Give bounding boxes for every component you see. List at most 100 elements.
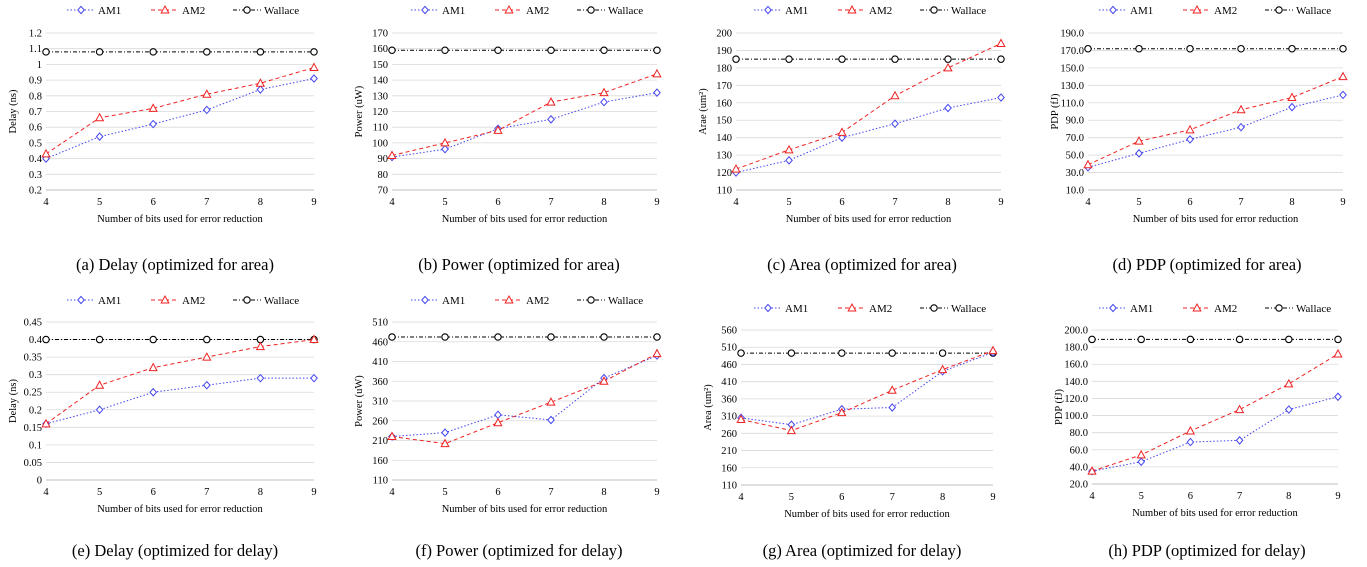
data-point	[944, 103, 952, 113]
data-point	[546, 97, 556, 106]
data-point	[1136, 449, 1146, 459]
data-point	[1186, 44, 1194, 53]
data-point	[1236, 104, 1246, 114]
y-axis-title: Delay (ns)	[8, 89, 19, 134]
data-point	[95, 335, 104, 344]
legend-item-am1: AM1	[1099, 5, 1153, 17]
data-point	[837, 407, 847, 417]
data-point	[732, 55, 740, 63]
legend-item-am1: AM1	[67, 5, 121, 17]
y-tick-label: 510	[721, 343, 737, 354]
legend-item-wallace: Wallace	[233, 295, 299, 307]
data-point	[440, 438, 450, 448]
y-tick-label: 210	[372, 436, 388, 447]
y-tick-label: 200	[716, 29, 732, 40]
data-point	[785, 155, 793, 165]
legend-marker	[504, 4, 514, 14]
legend-item-wallace: Wallace	[577, 5, 643, 17]
legend-label: Wallace	[264, 295, 299, 307]
y-tick-label: 410	[372, 357, 388, 368]
legend-label: AM1	[785, 5, 808, 17]
data-point	[786, 425, 797, 435]
legend-label: Wallace	[608, 5, 643, 17]
y-tick-label: 110	[722, 481, 737, 492]
series-am2	[736, 345, 998, 435]
data-point	[736, 414, 746, 424]
data-point	[1288, 102, 1296, 112]
legend-label: AM1	[442, 5, 465, 17]
data-point	[149, 387, 158, 397]
x-tick-label: 6	[495, 197, 500, 208]
data-point	[309, 62, 319, 72]
legend-item-am1: AM1	[67, 295, 121, 307]
series-am1	[42, 373, 318, 429]
legend: AM1 AM2 Wallace	[1099, 302, 1331, 315]
y-tick-label: 20.0	[1070, 480, 1088, 491]
series-am1	[388, 88, 661, 162]
y-tick-label: 120	[372, 107, 388, 118]
legend-marker	[160, 4, 170, 14]
y-tick-label: 190	[716, 46, 732, 57]
legend-label: AM2	[869, 303, 892, 315]
y-tick-label: 460	[372, 337, 388, 348]
y-tick-label: 70.0	[1066, 133, 1084, 144]
legend: AM1 AM2 Wallace	[67, 4, 299, 17]
data-point	[202, 352, 212, 361]
y-tick-label: 160	[372, 456, 388, 467]
data-point	[787, 349, 796, 357]
data-point	[202, 89, 212, 98]
x-tick-label: 6	[1188, 491, 1193, 502]
data-point	[310, 74, 318, 83]
data-point	[1185, 425, 1196, 435]
data-point	[1084, 44, 1092, 53]
data-point	[1087, 466, 1097, 475]
y-tick-label: 510	[372, 318, 388, 329]
y-tick-label: 260	[721, 429, 737, 440]
y-tick-label: 180.0	[1064, 343, 1088, 354]
data-point	[441, 46, 449, 55]
x-tick-label: 4	[389, 197, 395, 208]
x-tick-label: 5	[1136, 197, 1141, 208]
data-point	[653, 88, 661, 98]
series-line	[391, 73, 658, 156]
data-point	[546, 397, 556, 406]
data-point	[988, 345, 998, 355]
series-am2	[41, 334, 319, 428]
chart-panel-b: 70 80 90 100 110 120 130 140 150 160 170 4 5 6 7 8 9 Numb…	[354, 4, 662, 274]
data-point	[1339, 44, 1347, 53]
data-point	[148, 362, 158, 372]
y-tick-label: 0.05	[24, 458, 42, 469]
y-tick-label: 80.0	[1070, 428, 1088, 439]
y-tick-label: 0.15	[24, 423, 42, 434]
y-tick-label: 0.8	[29, 91, 42, 102]
chart-panel-h: 20.0 40.0 60.0 80.0 100.0 120.0 140.0 160.0 180.…	[1054, 302, 1343, 560]
x-tick-label: 8	[940, 492, 945, 503]
data-point	[652, 68, 662, 78]
y-tick-label: 0.3	[29, 370, 42, 381]
y-tick-label: 460	[721, 360, 737, 371]
data-point	[41, 418, 51, 428]
data-point	[837, 127, 847, 136]
series-wallace	[42, 48, 318, 56]
y-tick-label: 0.4	[29, 154, 43, 165]
data-point	[1185, 124, 1195, 134]
chart-panel-d: 10.0 30.0 50.0 70.0 90.0 110.0 130.0 150.0 170.0…	[1050, 4, 1348, 274]
x-axis-title: Number of bits used for error reduction	[1132, 508, 1298, 519]
data-point	[441, 144, 449, 154]
data-point	[1237, 122, 1245, 132]
x-axis-title: Number of bits used for error reduction	[1133, 214, 1299, 225]
legend: AM1 AM2 Wallace	[411, 294, 643, 307]
y-tick-label: 0	[37, 476, 42, 487]
data-point	[1234, 404, 1245, 414]
legend: AM1 AM2 Wallace	[754, 4, 986, 17]
y-tick-label: 100.0	[1064, 411, 1088, 422]
panel-caption: (f) Power (optimized for delay)	[415, 541, 622, 560]
series-am2	[1087, 348, 1343, 475]
data-point	[890, 90, 900, 100]
panel-caption: (g) Area (optimized for delay)	[763, 541, 962, 560]
data-point	[1137, 335, 1145, 344]
data-point	[1135, 149, 1143, 158]
legend-label: AM1	[442, 295, 465, 307]
x-tick-label: 6	[151, 487, 156, 498]
